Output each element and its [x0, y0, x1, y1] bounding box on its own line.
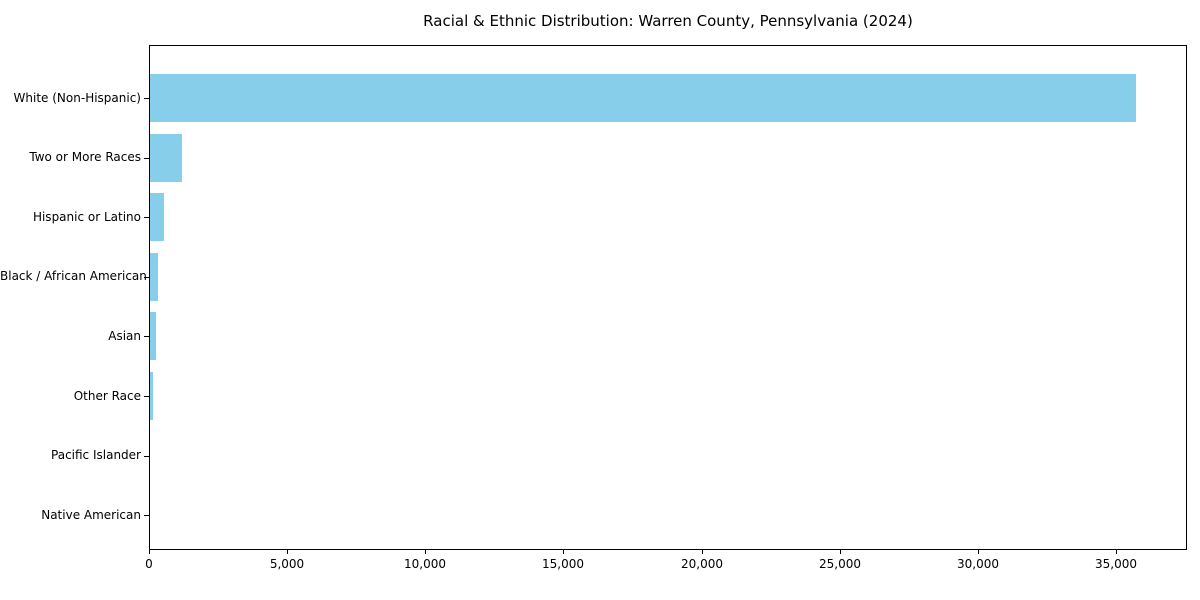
bar-two-or-more-races: [150, 134, 182, 182]
y-tick-mark: [144, 336, 149, 337]
x-tick-mark: [840, 550, 841, 554]
x-tick-label: 20,000: [681, 557, 723, 571]
chart-title: Racial & Ethnic Distribution: Warren Cou…: [423, 12, 913, 30]
y-tick-label: Native American: [41, 508, 141, 522]
x-tick-label: 5,000: [269, 557, 305, 571]
y-tick-mark: [144, 158, 149, 159]
x-tick-mark: [563, 550, 564, 554]
x-tick-mark: [978, 550, 979, 554]
y-tick-mark: [144, 396, 149, 397]
bar-asian: [150, 312, 156, 360]
y-tick-mark: [144, 98, 149, 99]
plot-area: [149, 45, 1187, 550]
x-tick-label: 10,000: [404, 557, 446, 571]
bar-hispanic-or-latino: [150, 193, 164, 241]
bar-other-race: [150, 372, 153, 420]
y-tick-mark: [144, 277, 149, 278]
y-tick-mark: [144, 217, 149, 218]
y-tick-label: White (Non-Hispanic): [13, 91, 141, 105]
y-tick-label: Hispanic or Latino: [32, 210, 141, 224]
y-tick-label: Black / African American: [0, 269, 147, 283]
x-tick-label: 15,000: [542, 557, 584, 571]
y-tick-label: Other Race: [73, 389, 141, 403]
x-tick-label: 30,000: [957, 557, 999, 571]
y-tick-label: Two or More Races: [29, 150, 141, 164]
y-tick-label: Asian: [108, 329, 141, 343]
bar-white-non-hispanic: [150, 74, 1137, 122]
x-tick-mark: [287, 550, 288, 554]
x-tick-label: 35,000: [1095, 557, 1137, 571]
y-tick-mark: [144, 456, 149, 457]
x-tick-label: 25,000: [819, 557, 861, 571]
bar-black-african-american: [150, 253, 158, 301]
x-tick-mark: [702, 550, 703, 554]
y-tick-label: Pacific Islander: [51, 448, 141, 462]
x-tick-label: 0: [145, 557, 153, 571]
x-tick-mark: [425, 550, 426, 554]
x-tick-mark: [1116, 550, 1117, 554]
y-tick-mark: [144, 515, 149, 516]
x-tick-mark: [149, 550, 150, 554]
